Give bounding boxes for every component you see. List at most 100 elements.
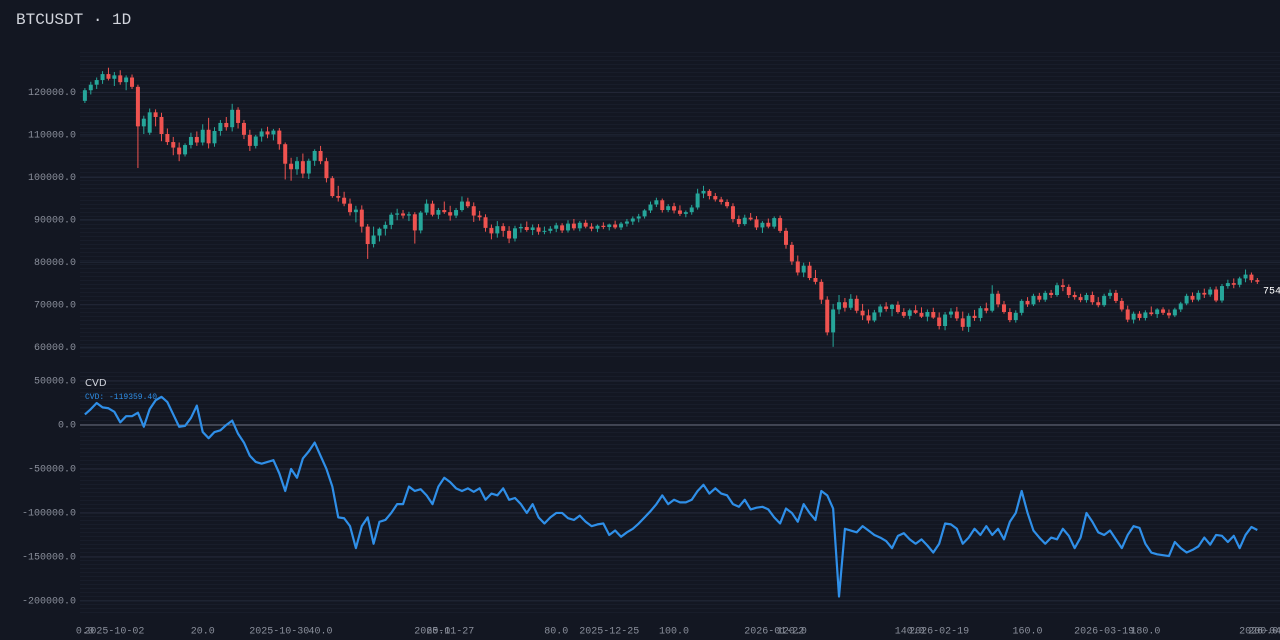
candle-body <box>766 222 771 227</box>
candle-body <box>194 136 199 143</box>
candle-body <box>831 309 836 333</box>
candle-body <box>507 230 512 239</box>
candle-body <box>554 225 559 229</box>
candle-body <box>1025 300 1030 305</box>
candle-body <box>518 227 523 229</box>
y-tick-label: 100000.0 <box>28 173 76 184</box>
x-tick-label: 120.0 <box>777 627 807 638</box>
candle-body <box>890 304 895 310</box>
candle-body <box>1161 309 1166 313</box>
candle-body <box>1031 295 1036 305</box>
date-tick-label: 2025-10-02 <box>84 627 144 638</box>
candle-body <box>1102 295 1107 306</box>
candle-body <box>577 222 582 229</box>
candle-body <box>330 178 335 197</box>
candle-body <box>247 134 252 146</box>
candle-body <box>583 222 588 227</box>
date-tick-label: 2026-03-19 <box>1074 627 1134 638</box>
candle-body <box>636 216 641 219</box>
candle-body <box>760 222 765 228</box>
candle-body <box>312 150 317 161</box>
candle-body <box>342 197 347 204</box>
candle-body <box>359 209 364 227</box>
candle-body <box>412 214 417 231</box>
candle-body <box>512 228 517 239</box>
date-tick-label: 2026-01-22 <box>744 627 804 638</box>
candle-body <box>783 230 788 245</box>
candle-body <box>954 311 959 319</box>
candle-body <box>895 304 900 312</box>
candle-body <box>1037 295 1042 300</box>
candle-body <box>1149 312 1154 315</box>
candle-body <box>294 161 299 170</box>
candle-body <box>348 203 353 213</box>
candle-body <box>112 75 117 79</box>
x-tick-label: 100.0 <box>659 627 689 638</box>
candle-body <box>866 315 871 321</box>
last-price-label: 75420.0 <box>1263 286 1280 297</box>
candle-body <box>1137 313 1142 318</box>
candle-body <box>1225 283 1230 287</box>
candle-body <box>277 130 282 145</box>
candle-body <box>383 224 388 229</box>
candle-body <box>725 201 730 207</box>
candle-body <box>171 142 176 148</box>
candle-body <box>948 311 953 315</box>
candle-body <box>236 109 241 123</box>
candle-body <box>984 308 989 311</box>
legend-value: CVD: -119359.40 <box>85 393 157 402</box>
candle-body <box>283 144 288 164</box>
candle-body <box>130 77 135 87</box>
candle-body <box>819 281 824 300</box>
candle-body <box>271 130 276 135</box>
candle-body <box>1255 280 1260 282</box>
candle-body <box>1237 278 1242 285</box>
candle-body <box>748 217 753 220</box>
candle-body <box>1007 311 1012 321</box>
candle-body <box>183 145 188 155</box>
y-tick-label: 110000.0 <box>28 130 76 141</box>
candle-body <box>1119 300 1124 310</box>
candle-body <box>666 206 671 211</box>
candle-body <box>465 201 470 207</box>
candle-body <box>241 122 246 135</box>
candle-body <box>501 226 506 231</box>
candle-body <box>524 227 529 231</box>
y-tick-label: -50000.0 <box>28 465 76 476</box>
candle-body <box>801 265 806 273</box>
candle-body <box>1178 303 1183 310</box>
candle-body <box>1113 292 1118 301</box>
candle-body <box>224 122 229 128</box>
candle-body <box>454 210 459 216</box>
y-tick-label: 120000.0 <box>28 88 76 99</box>
candle-body <box>571 223 576 229</box>
candle-body <box>147 112 152 133</box>
candle-body <box>353 209 358 213</box>
candle-body <box>1166 312 1171 316</box>
x-tick-label: 40.0 <box>309 627 333 638</box>
candle-body <box>1084 295 1089 301</box>
candle-body <box>135 86 140 127</box>
y-tick-label: 60000.0 <box>34 343 76 354</box>
candle-body <box>1172 309 1177 316</box>
candle-body <box>542 230 547 232</box>
x-tick-label: 80.0 <box>544 627 568 638</box>
candle-body <box>371 235 376 245</box>
candle-body <box>1096 302 1101 306</box>
candle-body <box>943 314 948 327</box>
y-tick-label: 80000.0 <box>34 258 76 269</box>
y-tick-label: 90000.0 <box>34 215 76 226</box>
candle-body <box>860 310 865 316</box>
legend-name: CVD <box>85 378 107 389</box>
candle-body <box>1049 292 1054 296</box>
candle-body <box>677 210 682 214</box>
candle-body <box>442 210 447 213</box>
candle-body <box>336 196 341 198</box>
candle-body <box>318 150 323 162</box>
candle-body <box>807 265 812 279</box>
candle-body <box>878 306 883 313</box>
candle-body <box>560 225 565 231</box>
candle-body <box>736 218 741 225</box>
candle-body <box>642 210 647 217</box>
